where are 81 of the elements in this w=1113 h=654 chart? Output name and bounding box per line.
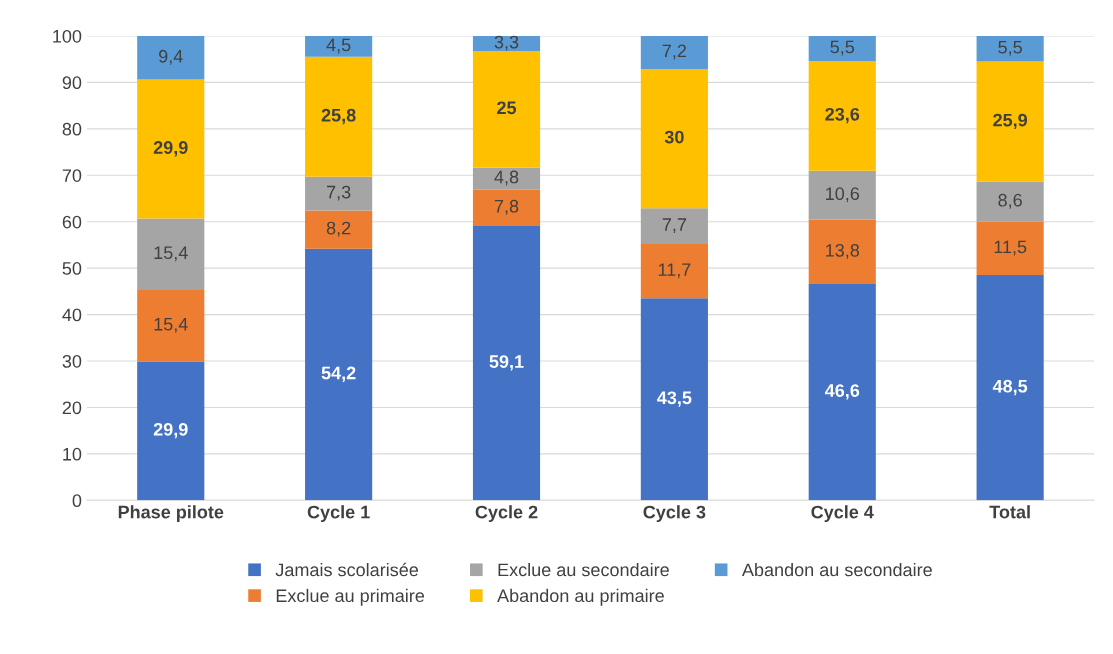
data-label: 11,7 <box>658 263 691 279</box>
bar <box>137 361 205 501</box>
bar <box>305 210 373 249</box>
y-tick-label: 60 <box>62 215 82 229</box>
data-label: 5,5 <box>830 40 855 56</box>
y-tick-label: 90 <box>62 76 82 90</box>
legend-label: Abandon au primaire <box>497 588 664 606</box>
x-tick-label: Cycle 2 <box>475 505 538 522</box>
data-label: 8,2 <box>326 221 351 237</box>
bar <box>640 35 708 69</box>
x-tick-label: Cycle 3 <box>643 505 706 522</box>
legend-label: Jamais scolarisée <box>275 562 419 577</box>
data-label: 25,9 <box>993 113 1028 130</box>
data-label: 4,5 <box>326 38 351 54</box>
data-label: 8,6 <box>998 193 1022 209</box>
bar <box>472 51 541 168</box>
x-tick-label: Cycle 4 <box>811 505 874 522</box>
data-label: 7,2 <box>662 44 687 60</box>
data-label: 29,9 <box>153 422 188 439</box>
data-label: 59,1 <box>489 355 524 371</box>
data-label: 43,5 <box>657 391 692 407</box>
legend-label: Exclue au secondaire <box>498 562 669 577</box>
bar <box>976 61 1044 182</box>
data-label: 29,9 <box>153 141 188 157</box>
bar <box>305 35 373 57</box>
bar <box>137 79 205 219</box>
x-tick-label: Phase pilote <box>118 505 224 522</box>
y-tick-label: 20 <box>62 401 82 415</box>
bar <box>808 283 876 501</box>
data-label: 15,4 <box>154 246 188 262</box>
y-tick-label: 10 <box>63 447 82 461</box>
bar <box>976 35 1044 62</box>
data-label: 48,5 <box>992 379 1028 396</box>
bar <box>976 181 1044 222</box>
y-tick-label: 80 <box>62 122 82 136</box>
data-label: 10,6 <box>826 187 860 203</box>
data-label: 13,8 <box>826 243 860 259</box>
legend-label: Exclue au primaire <box>276 588 425 606</box>
bar <box>976 221 1044 276</box>
bar <box>808 35 876 62</box>
data-label: 30 <box>664 130 684 144</box>
data-label: 25 <box>497 101 517 115</box>
bar <box>640 208 708 244</box>
data-label: 54,2 <box>321 366 356 382</box>
bar <box>640 243 708 299</box>
y-tick-label: 30 <box>62 354 82 368</box>
bar <box>472 225 541 501</box>
bar <box>305 248 373 501</box>
data-label: 9,4 <box>159 49 183 65</box>
legend-label: Abandon au secondaire <box>741 562 932 577</box>
bar <box>808 170 876 220</box>
data-label: 15,4 <box>154 317 188 333</box>
data-label: 5,5 <box>998 40 1022 56</box>
y-tick-label: 40 <box>62 308 82 322</box>
y-tick-label: 50 <box>62 262 82 275</box>
bar <box>976 275 1044 501</box>
y-tick-label: 100 <box>53 29 82 43</box>
y-tick-label: 0 <box>72 494 82 508</box>
bar <box>137 218 205 290</box>
bar <box>137 35 205 80</box>
bar <box>808 61 876 171</box>
y-tick-label: 70 <box>62 169 82 182</box>
data-label: 23,6 <box>825 107 860 124</box>
bar <box>472 189 541 226</box>
x-tick-label: Cycle 1 <box>307 505 370 522</box>
data-label: 25,8 <box>321 108 356 125</box>
bar <box>640 298 708 501</box>
bar <box>305 176 373 211</box>
bar <box>640 68 708 209</box>
bar <box>472 167 541 190</box>
data-label: 7,8 <box>494 199 519 215</box>
bar <box>305 56 373 177</box>
bar <box>808 219 876 284</box>
data-label: 3,3 <box>494 35 519 51</box>
data-label: 7,3 <box>327 185 351 201</box>
data-label: 7,7 <box>662 218 687 234</box>
x-tick-label: Total <box>989 505 1030 519</box>
data-label: 46,6 <box>824 384 860 400</box>
data-label: 4,8 <box>494 170 519 186</box>
bar <box>137 289 205 362</box>
data-label: 11,5 <box>994 240 1027 256</box>
